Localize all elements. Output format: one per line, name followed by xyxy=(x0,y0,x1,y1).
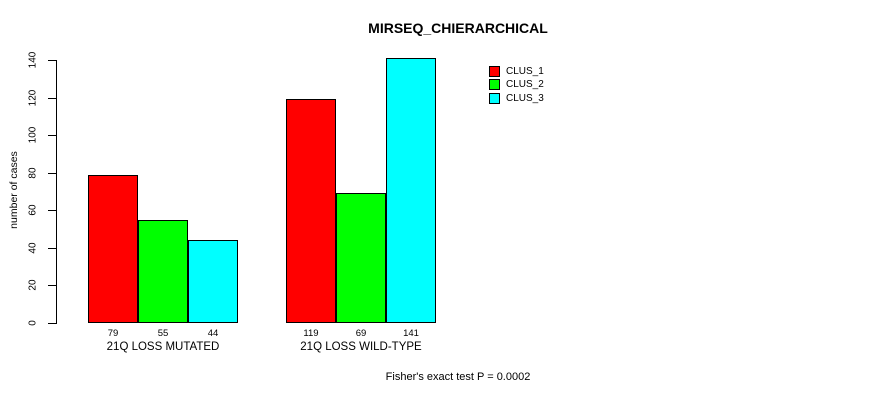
legend-swatch xyxy=(489,66,500,77)
y-tick-label: 20 xyxy=(27,279,39,291)
y-tick-label: 60 xyxy=(27,204,39,216)
bar-value-label: 69 xyxy=(355,328,367,339)
bar-value-label: 79 xyxy=(107,328,119,339)
y-tick-label: 0 xyxy=(27,320,39,326)
legend-label: CLUS_1 xyxy=(506,66,544,77)
legend-swatch xyxy=(489,79,500,91)
legend-label: CLUS_3 xyxy=(506,92,544,104)
legend-item: CLUS_2 xyxy=(489,79,544,91)
y-tick xyxy=(48,135,56,137)
y-tick xyxy=(48,285,56,287)
bar xyxy=(286,99,336,323)
y-tick xyxy=(48,247,56,249)
annotation-pvalue: Fisher's exact test P = 0.0002 xyxy=(385,371,531,383)
bar xyxy=(88,174,138,323)
category-label: 21Q LOSS MUTATED xyxy=(106,341,220,353)
y-tick xyxy=(48,323,56,324)
y-tick xyxy=(48,172,56,174)
bar-value-label: 55 xyxy=(157,328,169,339)
chart-title: MIRSEQ_CHIERARCHICAL xyxy=(368,20,548,36)
bar-value-label: 141 xyxy=(403,328,419,339)
bar-value-label: 119 xyxy=(303,328,319,339)
bar xyxy=(188,240,238,323)
bar-value-label: 44 xyxy=(207,328,219,339)
bar xyxy=(386,58,436,323)
y-tick xyxy=(48,210,56,212)
y-tick xyxy=(48,97,56,99)
y-tick-label: 80 xyxy=(27,167,39,179)
bar xyxy=(336,193,386,323)
legend-label: CLUS_2 xyxy=(506,79,544,91)
legend-item: CLUS_1 xyxy=(489,66,544,77)
y-tick-label: 140 xyxy=(27,51,39,69)
y-tick-label: 100 xyxy=(27,126,39,144)
bar xyxy=(138,219,188,323)
legend-swatch xyxy=(489,92,500,104)
y-tick-label: 120 xyxy=(27,89,39,106)
y-tick-label: 40 xyxy=(27,242,39,254)
y-tick xyxy=(48,60,56,61)
y-axis-line xyxy=(56,60,57,324)
legend-item: CLUS_3 xyxy=(489,92,544,104)
category-label: 21Q LOSS WILD-TYPE xyxy=(300,341,422,353)
